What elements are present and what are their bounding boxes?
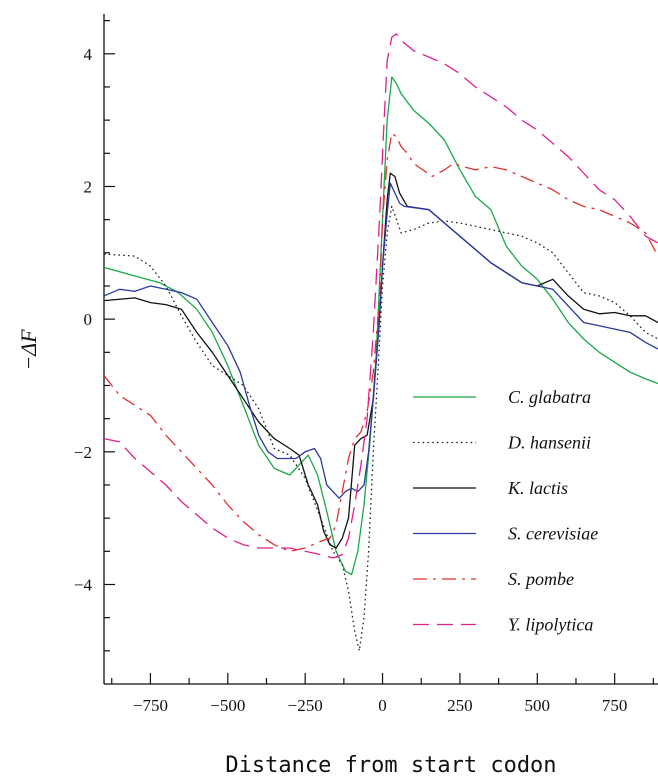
- legend-label: Y. lipolytica: [508, 615, 593, 635]
- legend-label: S. pombe: [508, 569, 574, 589]
- y-tick-label: −4: [74, 575, 93, 594]
- legend-label: D. hansenii: [507, 433, 591, 453]
- x-tick-label: −250: [288, 696, 323, 715]
- series-line: [104, 205, 658, 652]
- y-tick-label: 2: [84, 177, 93, 196]
- legend-label: C. glabatra: [508, 387, 591, 407]
- x-tick-label: 0: [378, 696, 387, 715]
- y-tick-label: 4: [84, 45, 93, 64]
- y-tick-label: −2: [74, 443, 92, 462]
- series-line: [104, 182, 658, 499]
- series-lines: [104, 33, 658, 652]
- series-line: [104, 172, 658, 549]
- y-tick-label: 0: [84, 310, 93, 329]
- x-axis-title: Distance from start codon: [225, 753, 556, 776]
- x-tick-label: 500: [525, 696, 551, 715]
- y-axis-title: −ΔF: [16, 329, 41, 371]
- x-tick-label: 750: [602, 696, 628, 715]
- series-line: [104, 33, 658, 559]
- legend-label: S. cerevisiae: [508, 524, 598, 544]
- x-tick-label: −500: [210, 696, 245, 715]
- legend-label: K. lactis: [507, 478, 568, 498]
- x-tick-label: −750: [133, 696, 168, 715]
- series-line: [104, 132, 658, 552]
- x-tick-label: 250: [447, 696, 473, 715]
- legend: C. glabatra D. hansenii K. lactis S. cerevi…: [413, 387, 598, 635]
- axes: −750 −500 −250 0 250 500 750 −4 −2 0 2 4: [74, 14, 658, 715]
